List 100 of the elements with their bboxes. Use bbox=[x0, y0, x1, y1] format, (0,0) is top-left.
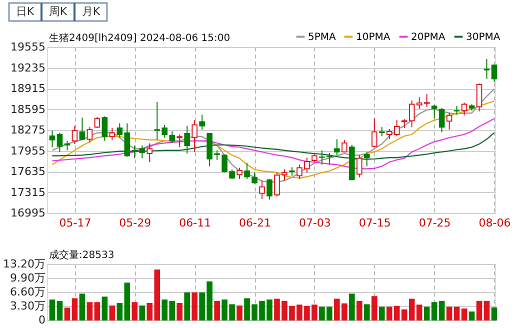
candlestick bbox=[476, 83, 482, 112]
y-tick-label: 19555 bbox=[10, 40, 46, 54]
bar bbox=[468, 311, 475, 320]
candlestick bbox=[102, 116, 108, 142]
bar bbox=[476, 300, 482, 320]
candlestick bbox=[169, 130, 176, 144]
candlestick bbox=[356, 154, 362, 178]
candlestick bbox=[416, 96, 422, 110]
candlestick bbox=[364, 151, 370, 167]
bar bbox=[491, 307, 498, 320]
bar bbox=[176, 302, 182, 320]
candlestick bbox=[334, 138, 340, 156]
bar bbox=[214, 300, 220, 320]
candlestick bbox=[86, 126, 93, 143]
y-tick-label: 18595 bbox=[10, 102, 46, 116]
candlestick bbox=[176, 134, 182, 148]
bar bbox=[139, 306, 146, 320]
candlestick bbox=[266, 178, 272, 200]
candlestick bbox=[64, 140, 70, 151]
candlestick bbox=[431, 104, 438, 120]
legend-label: 10PMA bbox=[356, 32, 390, 43]
bar bbox=[416, 304, 422, 320]
candlestick bbox=[438, 108, 445, 133]
candlestick bbox=[236, 167, 242, 180]
x-tick-label: 05-17 bbox=[59, 216, 92, 230]
bar bbox=[484, 300, 490, 320]
y-tick-label: 16995 bbox=[10, 206, 46, 220]
y-tick-label: 9.90万 bbox=[10, 272, 46, 284]
chart-title: 成交量:28533 bbox=[49, 249, 114, 261]
candlestick bbox=[259, 180, 265, 200]
candlestick bbox=[424, 94, 430, 108]
bar bbox=[378, 306, 385, 320]
bar bbox=[49, 300, 56, 320]
bar bbox=[356, 300, 362, 320]
bar bbox=[184, 292, 190, 320]
bar bbox=[236, 306, 242, 320]
candlestick bbox=[199, 114, 205, 130]
candlestick bbox=[79, 117, 86, 140]
bar bbox=[349, 294, 355, 320]
candlestick bbox=[94, 116, 100, 129]
candlestick bbox=[56, 132, 63, 152]
bar bbox=[79, 294, 86, 320]
candlestick bbox=[116, 122, 123, 138]
bar bbox=[371, 296, 378, 320]
bar bbox=[56, 300, 63, 320]
x-tick-label: 08-06 bbox=[478, 216, 511, 230]
y-tick-label: 17635 bbox=[10, 165, 46, 178]
text: 周K bbox=[48, 5, 68, 18]
text: 月K bbox=[82, 5, 101, 18]
candlestick bbox=[109, 128, 116, 140]
x-tick-label: 07-03 bbox=[298, 216, 331, 230]
candlestick bbox=[491, 64, 498, 82]
bar bbox=[408, 298, 415, 320]
y-tick-label: 6.60万 bbox=[10, 286, 46, 298]
candlestick bbox=[72, 125, 78, 145]
y-tick-label: 18915 bbox=[10, 82, 46, 95]
bar bbox=[72, 298, 78, 320]
y-tick-label: 13.20万 bbox=[3, 258, 46, 270]
bar bbox=[438, 300, 445, 320]
bar bbox=[192, 292, 198, 320]
candlestick bbox=[124, 122, 130, 158]
candlestick bbox=[408, 100, 415, 128]
candlestick bbox=[184, 125, 190, 154]
y-tick-label: 0 bbox=[38, 314, 46, 326]
bar bbox=[102, 296, 108, 320]
bar bbox=[109, 306, 116, 320]
candlestick bbox=[342, 139, 348, 154]
y-tick-label: 19235 bbox=[10, 61, 46, 74]
x-tick-label: 07-25 bbox=[418, 216, 451, 230]
bar bbox=[132, 302, 138, 320]
legend-label: 20PMA bbox=[411, 32, 446, 43]
bar bbox=[124, 282, 130, 320]
bar bbox=[64, 308, 70, 320]
y-tick-label: 18275 bbox=[10, 124, 46, 136]
bar bbox=[94, 302, 100, 320]
bar bbox=[424, 306, 430, 320]
legend-label: 5PMA bbox=[308, 32, 336, 43]
candlestick bbox=[484, 58, 490, 80]
bar bbox=[116, 302, 123, 320]
legend-label: 30PMA bbox=[466, 32, 500, 43]
candlestick bbox=[461, 102, 468, 116]
bar bbox=[364, 304, 370, 320]
x-tick-label: 07-15 bbox=[358, 216, 391, 230]
y-tick-label: 3.30万 bbox=[10, 300, 46, 312]
text: 日K bbox=[16, 5, 35, 18]
x-tick-label: 06-11 bbox=[179, 216, 212, 230]
bar bbox=[431, 302, 438, 320]
candlestick bbox=[146, 142, 153, 163]
bar bbox=[446, 306, 452, 320]
x-tick-label: 06-21 bbox=[239, 216, 272, 230]
y-tick-label: 17315 bbox=[10, 186, 46, 199]
candlestick bbox=[192, 120, 198, 152]
y-tick-label: 17955 bbox=[10, 144, 46, 158]
bar bbox=[86, 302, 93, 320]
candlestick bbox=[371, 118, 378, 148]
x-tick-label: 05-29 bbox=[119, 216, 152, 230]
bar bbox=[454, 306, 460, 320]
bar bbox=[461, 308, 468, 320]
candlestick bbox=[446, 112, 452, 130]
chart-title: 生猪2409[lh2409] 2024-08-06 15:00 bbox=[49, 32, 230, 44]
